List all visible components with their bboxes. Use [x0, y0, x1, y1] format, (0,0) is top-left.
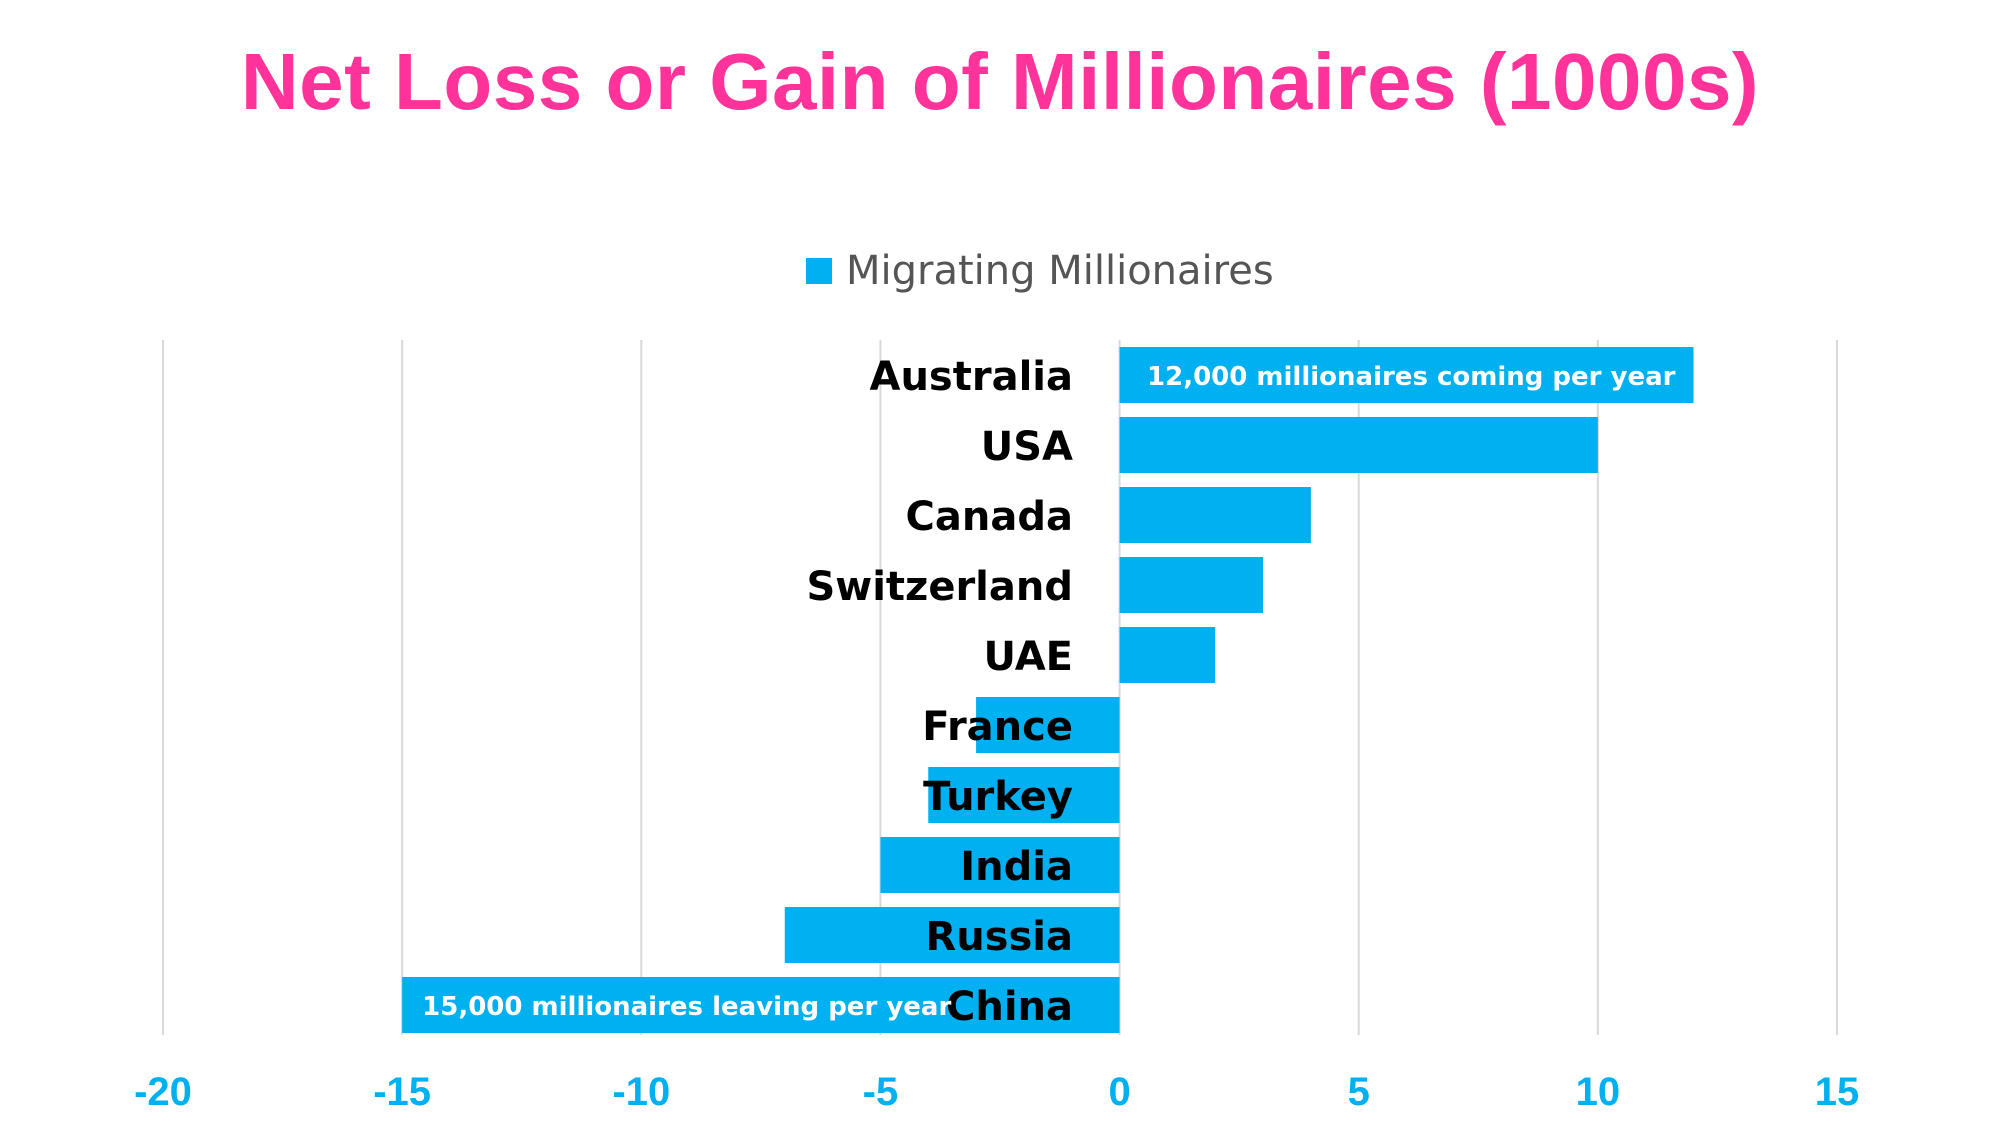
bar-turkey [928, 767, 1120, 823]
category-labels: Australia USA Canada Switzerland UAE France Tu… [806, 354, 1073, 1030]
x-tick-label: -20 [134, 1070, 192, 1114]
category-label: UAE [983, 634, 1073, 680]
bar-india [880, 837, 1120, 893]
bar-switzerland [1119, 557, 1264, 613]
category-label: USA [981, 424, 1073, 470]
bar-uae [1119, 627, 1216, 683]
x-tick-label: 0 [1108, 1070, 1130, 1114]
bar-russia [784, 907, 1120, 963]
annotations: 12,000 millionaires coming per year 15,00… [422, 362, 1676, 1022]
bar-china [402, 977, 1120, 1033]
annotation-australia: 12,000 millionaires coming per year [1147, 362, 1676, 392]
x-tick-label: -10 [612, 1070, 670, 1114]
bar-france [976, 697, 1120, 753]
bars [402, 347, 1694, 1033]
x-tick-label: 10 [1576, 1070, 1621, 1114]
category-label: China [946, 984, 1073, 1030]
category-label: France [922, 704, 1073, 750]
annotation-china: 15,000 millionaires leaving per year [422, 992, 951, 1022]
category-label: Australia [870, 354, 1074, 400]
bar-canada [1119, 487, 1311, 543]
bar-australia [1119, 347, 1694, 403]
legend: Migrating Millionaires [806, 246, 1274, 296]
x-axis-ticks: -20 -15 -10 -5 0 5 10 15 [134, 1070, 1859, 1114]
category-label: Canada [906, 494, 1073, 540]
category-label: Russia [925, 914, 1073, 960]
x-tick-label: 15 [1815, 1070, 1860, 1114]
legend-swatch [806, 258, 832, 284]
x-tick-label: -5 [863, 1070, 899, 1114]
category-label: Switzerland [806, 564, 1073, 610]
chart-title: Net Loss or Gain of Millionaires (1000s) [240, 37, 1760, 126]
x-tick-label: 5 [1348, 1070, 1370, 1114]
bar-usa [1119, 417, 1598, 473]
category-label: Turkey [923, 774, 1073, 820]
category-label: India [960, 844, 1073, 890]
legend-label: Migrating Millionaires [846, 248, 1274, 294]
x-tick-label: -15 [373, 1070, 431, 1114]
